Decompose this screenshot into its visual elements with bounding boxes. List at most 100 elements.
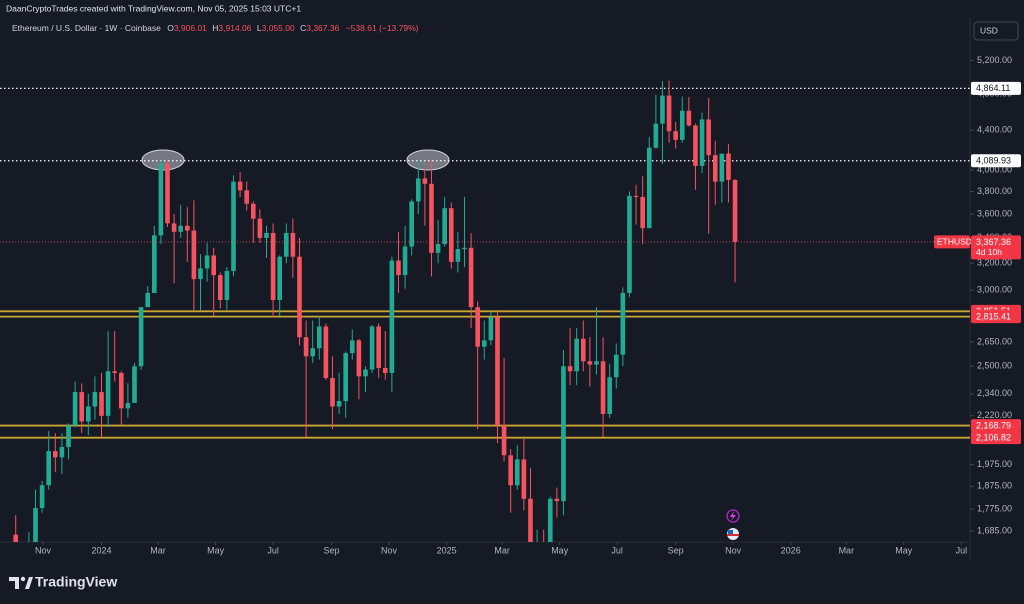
candle-body [640,196,645,229]
legend-value: 3,055.00 [262,23,295,33]
candle-body [719,153,725,182]
candle-body [244,190,250,204]
symbol-tag-box [934,235,970,249]
x-tick-label: May [207,545,225,555]
candle-body [376,326,381,368]
candle-body [270,232,276,300]
y-tick-label: 1,685.00 [977,525,1012,535]
candle-body [528,498,533,542]
y-tick-label: 1,775.00 [977,504,1012,514]
candle-body [547,498,553,542]
candle-body [264,232,269,238]
candle-body [330,378,335,407]
candle-body [204,255,210,269]
candle-body [52,451,58,458]
legend-key: H [212,23,218,33]
candle-body [224,271,230,300]
candle-body [105,371,111,416]
currency[interactable]: USD [980,25,998,35]
candle-body [13,534,19,542]
countdown: 4d 10h [976,247,1002,257]
candle-body [178,225,184,232]
candle-body [356,340,362,377]
candle-body [198,268,203,280]
candle-body [409,201,414,247]
currency-button[interactable] [973,21,1019,41]
y-tick-label: 1,875.00 [977,481,1012,491]
candle-body [660,95,665,124]
candle-body [706,119,711,156]
candle-body [699,119,705,166]
candle-body [363,369,368,377]
candle-body [574,338,579,372]
candle-body [382,367,388,373]
brand: TradingView [35,574,117,590]
legend-change: −538.61 (−13.79%) [346,23,419,33]
candle-body [580,338,586,362]
y-tick-label: 2,650.00 [977,336,1012,346]
x-tick-label: Sep [668,545,684,555]
candle-body [481,340,487,347]
legend-value: 3,914.06 [218,23,251,33]
candle-body [620,292,626,355]
candle-body [138,307,144,367]
level-label-box [971,431,1021,445]
y-tick-label: 1,975.00 [977,459,1012,469]
x-tick-label: Nov [35,545,52,555]
candle-body [303,337,309,357]
candle-body [99,392,104,416]
candle-body [679,110,685,140]
candle-body [211,255,217,276]
top-marker [406,149,450,171]
candle-body [283,232,289,257]
event-icon-bolt [730,511,736,521]
legend-value: 3,906.01 [174,23,207,33]
candle-body [712,155,718,182]
x-tick-label: Mar [150,545,166,555]
x-tick-label: Jul [956,545,968,555]
legend-value: 3,367.36 [306,23,339,33]
candle-body [217,275,223,300]
candle-body [462,247,467,250]
candle-body [468,247,474,308]
x-tick-label: Nov [381,545,398,555]
candle-body [448,208,454,262]
symbol: Ethereum / U.S. Dollar · 1W · Coinbase [12,23,161,33]
candle-body [369,326,375,370]
event-icon-flag [727,534,739,536]
price-axis: 1,685.00 1,775.00 1,875.00 1,975.00 2,220.00… [934,55,1021,535]
x-tick-label: Sep [324,545,340,555]
candle-body [39,485,45,509]
level-label: 2,168.79 [976,420,1011,430]
candle-body [475,307,480,347]
legend-key: O [167,23,174,33]
candle-body [290,232,296,257]
candle-body [59,447,65,458]
candle-body [501,425,507,456]
candle-body [587,361,593,365]
brand-logo [9,576,33,589]
candle-body [514,459,520,486]
candle-body [257,218,263,238]
level-label: 4,089.93 [976,156,1011,166]
candle-body [184,225,190,231]
level-label-box [971,154,1021,168]
candle-body [343,353,348,402]
candle-body [316,326,322,349]
candle-body [561,366,566,502]
candle-body [495,317,500,426]
level-label-box [971,310,1021,324]
candle-body [33,508,38,542]
candle-body [554,498,560,502]
level-label: 2,106.82 [976,433,1011,443]
x-tick-label: 2025 [437,545,457,555]
level-label-box [971,419,1021,433]
candle-body [125,402,131,409]
candle-body [594,361,599,365]
candle-body [231,181,236,272]
candle-body [415,178,421,202]
y-tick-label: 2,220.00 [977,410,1012,420]
candle-body [112,371,118,373]
